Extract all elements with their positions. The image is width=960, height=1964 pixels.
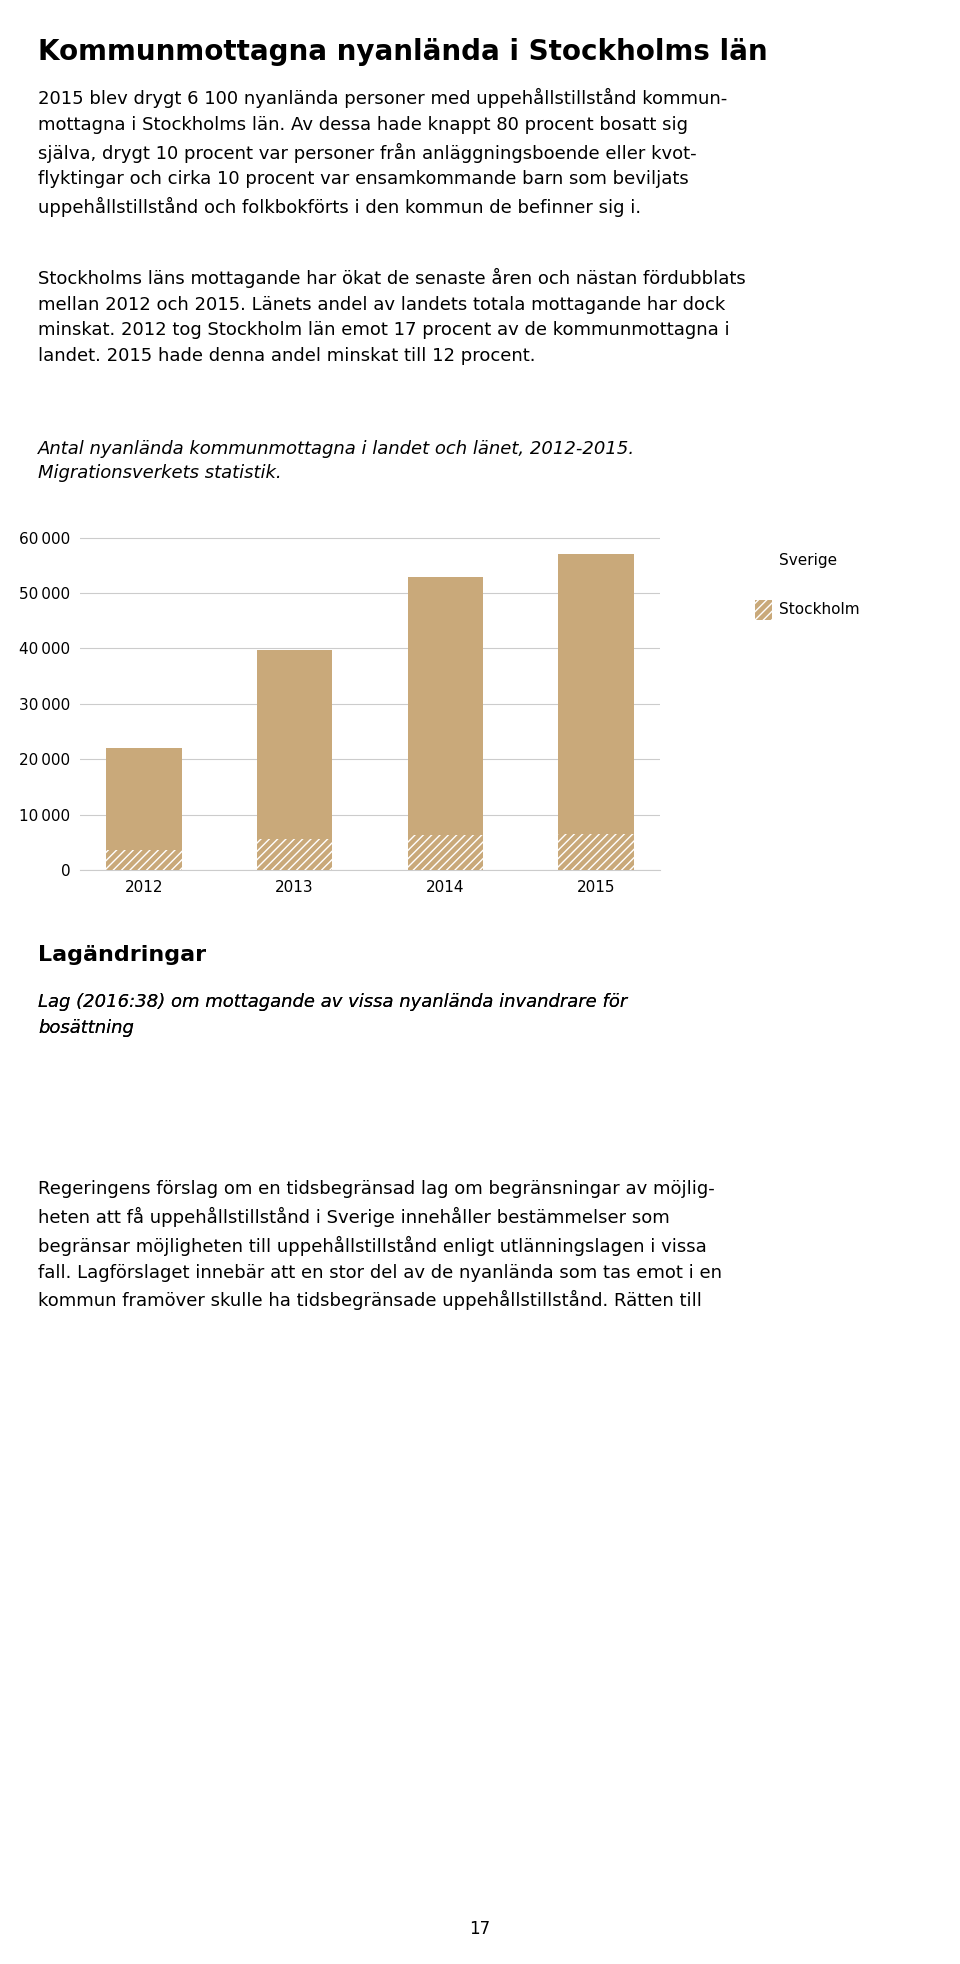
Text: Lag (2016:38) om mottagande av vissa nyanlända invandrare för
bosättning: Lag (2016:38) om mottagande av vissa nya… — [38, 994, 627, 1037]
Text: 2015 blev drygt 6 100 nyanlända personer med uppehållstillstånd kommun-
mottagna: 2015 blev drygt 6 100 nyanlända personer… — [38, 88, 728, 218]
Text: Stockholms läns mottagande har ökat de senaste åren och nästan fördubblats
mella: Stockholms läns mottagande har ökat de s… — [38, 267, 746, 365]
Bar — [257, 650, 332, 870]
Bar — [559, 554, 634, 870]
Text: Lag (2016:38) om mottagande av vissa nyanlända invandrare för
bosättning: Lag (2016:38) om mottagande av vissa nya… — [38, 994, 627, 1037]
Text: Sverige: Sverige — [779, 552, 837, 568]
Text: Lagändringar: Lagändringar — [38, 945, 206, 964]
Text: 17: 17 — [469, 1921, 491, 1938]
Bar — [257, 839, 332, 870]
Text: Lag (2016:38) om mottagande av vissa nyanlända invandrare för
bosättning, som tr: Lag (2016:38) om mottagande av vissa nya… — [38, 994, 729, 1114]
Bar — [408, 577, 483, 870]
Bar — [107, 748, 181, 870]
Bar — [559, 835, 634, 870]
Text: Stockholm: Stockholm — [779, 603, 859, 617]
Bar — [107, 850, 181, 870]
Text: Antal nyanlända kommunmottagna i landet och länet, 2012-2015.
Migrationsverkets : Antal nyanlända kommunmottagna i landet … — [38, 440, 636, 481]
Text: Regeringens förslag om en tidsbegränsad lag om begränsningar av möjlig-
heten at: Regeringens förslag om en tidsbegränsad … — [38, 1180, 722, 1310]
Text: Kommunmottagna nyanlända i Stockholms län: Kommunmottagna nyanlända i Stockholms lä… — [38, 37, 768, 67]
Bar — [408, 835, 483, 870]
